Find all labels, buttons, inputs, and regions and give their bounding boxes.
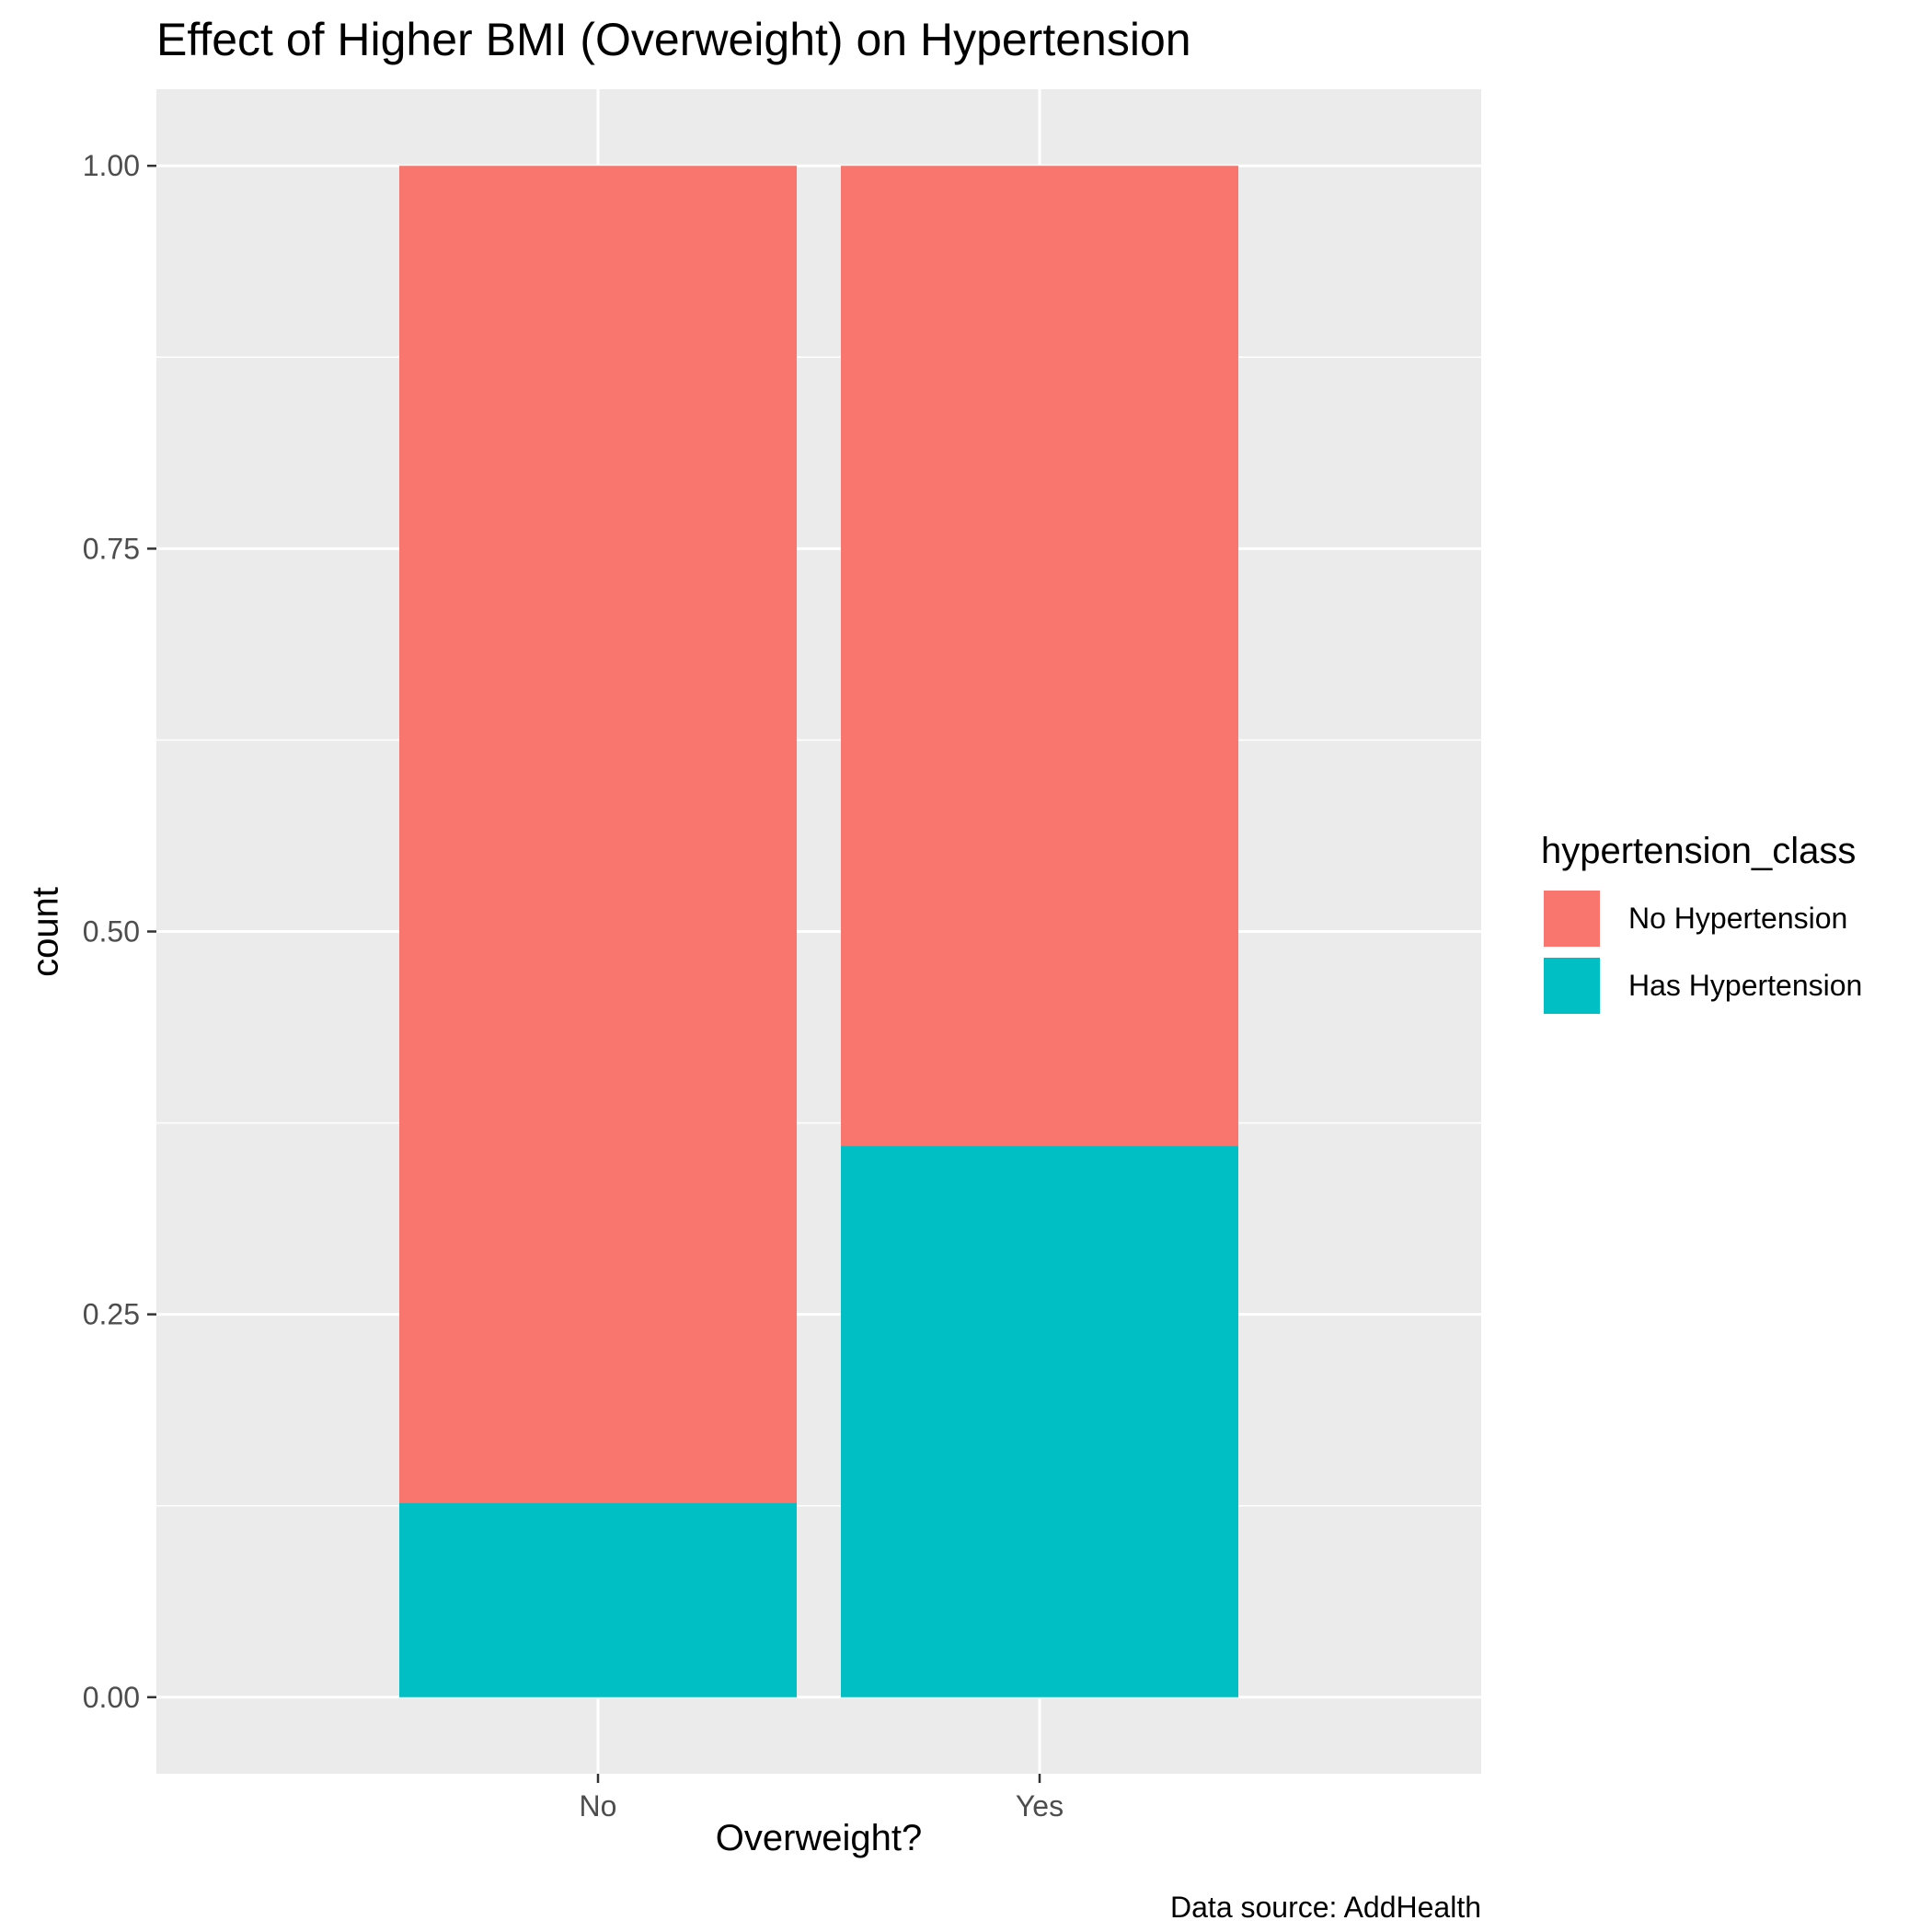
bar-no-no-hypertension <box>399 166 797 1503</box>
legend-item-has-hypertension: Has Hypertension <box>1541 952 1862 1019</box>
legend: hypertension_class No Hypertension Has H… <box>1541 831 1862 1019</box>
legend-label-has-hypertension: Has Hypertension <box>1628 969 1863 1002</box>
bar-no-has-hypertension <box>399 1502 797 1697</box>
legend-title: hypertension_class <box>1541 831 1857 871</box>
data-source-caption: Data source: AddHealth <box>1170 1891 1481 1924</box>
y-tick-label: 0.25 <box>83 1298 140 1331</box>
y-tick-label: 0.00 <box>83 1681 140 1714</box>
y-axis-label: count <box>25 887 66 977</box>
legend-key-has-hypertension <box>1541 955 1603 1017</box>
legend-key-no-hypertension <box>1541 888 1603 949</box>
bar-yes-has-hypertension <box>841 1145 1238 1697</box>
legend-item-no-hypertension: No Hypertension <box>1541 885 1862 952</box>
y-tick-label: 0.75 <box>83 532 140 565</box>
x-tick-label: Yes <box>1016 1789 1064 1823</box>
chart-title: Effect of Higher BMI (Overweight) on Hyp… <box>156 14 1191 65</box>
legend-label-no-hypertension: No Hypertension <box>1628 902 1848 935</box>
y-tick-label: 1.00 <box>83 149 140 182</box>
x-tick-label: No <box>580 1789 617 1823</box>
y-tick-label: 0.50 <box>83 915 140 949</box>
bar-yes-no-hypertension <box>841 166 1238 1146</box>
x-axis-label: Overweight? <box>715 1818 923 1858</box>
